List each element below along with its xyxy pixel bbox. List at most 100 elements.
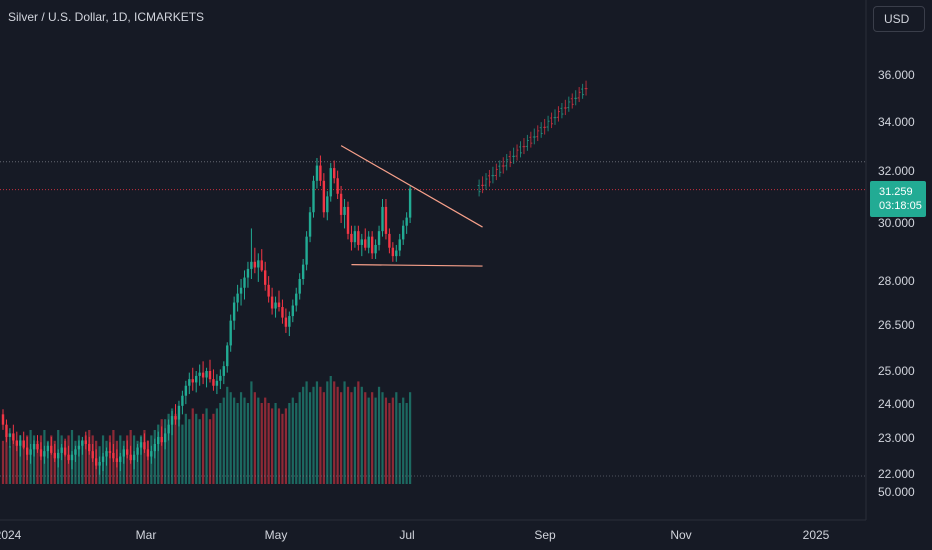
volume-bar	[208, 419, 212, 484]
candle-body	[5, 424, 8, 437]
candle-body	[60, 447, 63, 453]
candle-body	[126, 449, 129, 455]
projected-bar	[491, 166, 495, 184]
candle-body	[267, 284, 270, 297]
candle-body	[201, 372, 205, 378]
time-axis[interactable]: 2024 Mar May Jul Sep Nov 2025	[0, 528, 830, 542]
candle-body	[253, 261, 257, 268]
candle-body	[236, 293, 239, 303]
candle-body	[295, 293, 298, 306]
volume-bar	[143, 430, 146, 484]
volume-bar	[81, 440, 84, 484]
candle-body	[391, 247, 395, 257]
candle	[239, 279, 243, 306]
candle-body	[98, 461, 101, 466]
price-axis[interactable]: 36.000 34.000 32.000 30.000 28.000 26.500 25.0…	[878, 68, 915, 499]
candle-body	[132, 454, 136, 461]
volume-bar	[5, 435, 8, 484]
candle-body	[195, 375, 198, 383]
candle	[98, 456, 101, 475]
volume-bar	[233, 397, 236, 484]
projected-bar	[581, 83, 585, 99]
candle	[181, 390, 184, 415]
projected-bar	[522, 138, 526, 155]
symbol-title: Silver / U.S. Dollar, 1D, ICMARKETS	[8, 10, 205, 24]
candle	[139, 436, 143, 455]
volume-bar	[319, 386, 322, 484]
projected-bar	[481, 176, 485, 194]
volume-bar	[219, 403, 222, 484]
volume-bar	[222, 397, 225, 484]
candle-body	[32, 443, 36, 450]
candle	[153, 438, 156, 459]
candle-body	[319, 165, 322, 181]
candle	[291, 299, 294, 323]
candle-body	[146, 449, 150, 457]
candle	[101, 452, 105, 472]
volume-bar	[329, 376, 332, 484]
volume-bar	[184, 413, 187, 484]
volume-bar	[229, 392, 232, 484]
candle	[88, 436, 91, 455]
candle-body	[167, 424, 170, 434]
volume-bar	[343, 381, 346, 484]
candle	[288, 311, 291, 337]
candle-body	[291, 305, 294, 317]
candle	[405, 212, 408, 234]
candle	[353, 225, 357, 248]
projected-bar	[543, 118, 547, 135]
candle-body	[398, 239, 401, 251]
candle	[212, 369, 215, 391]
candle-body	[188, 379, 191, 386]
price-tick-label: 23.000	[878, 431, 915, 445]
candle-body	[163, 433, 167, 443]
candle	[274, 296, 277, 318]
candle	[91, 443, 94, 462]
candle-body	[381, 206, 384, 232]
volume-bar	[19, 435, 22, 484]
candle-body	[405, 217, 408, 226]
candle-body	[157, 436, 160, 444]
bars-pattern-projection[interactable]	[477, 80, 588, 197]
price-tick-label: 34.000	[878, 115, 915, 129]
candle	[5, 419, 8, 443]
candle-body	[232, 302, 236, 321]
candle	[74, 445, 77, 462]
price-tick-label: 32.000	[878, 164, 915, 178]
candle	[170, 410, 174, 436]
candle	[208, 359, 212, 383]
volume-bar	[353, 386, 356, 484]
volume-bar	[346, 386, 350, 484]
candle	[395, 244, 398, 262]
projected-bar	[536, 125, 540, 142]
projected-bar	[556, 106, 560, 122]
candle	[57, 449, 60, 468]
candle	[277, 290, 281, 312]
candle	[336, 170, 339, 200]
candle-body	[74, 449, 77, 455]
volume-bar	[274, 403, 277, 484]
candle-body	[1, 414, 5, 425]
price-tick-label: 24.000	[878, 397, 915, 411]
volume-bar	[84, 435, 87, 484]
candle	[215, 374, 219, 395]
currency-button[interactable]: USD	[873, 6, 925, 32]
volume-bar	[308, 392, 312, 484]
candle-body	[105, 451, 108, 457]
last-price-value: 31.259	[879, 186, 913, 198]
candle	[402, 220, 405, 245]
trendline-drawings[interactable]	[340, 145, 483, 267]
projected-bar	[487, 169, 491, 187]
candle	[260, 249, 263, 272]
projected-bar	[553, 109, 557, 125]
candle	[257, 253, 260, 282]
candle	[132, 451, 136, 470]
candle	[188, 372, 191, 395]
candle	[250, 228, 253, 280]
candle-body	[370, 236, 374, 254]
candle-body	[101, 456, 105, 462]
candle	[253, 247, 257, 274]
candle-body	[25, 447, 29, 455]
volume-bar	[398, 403, 401, 484]
